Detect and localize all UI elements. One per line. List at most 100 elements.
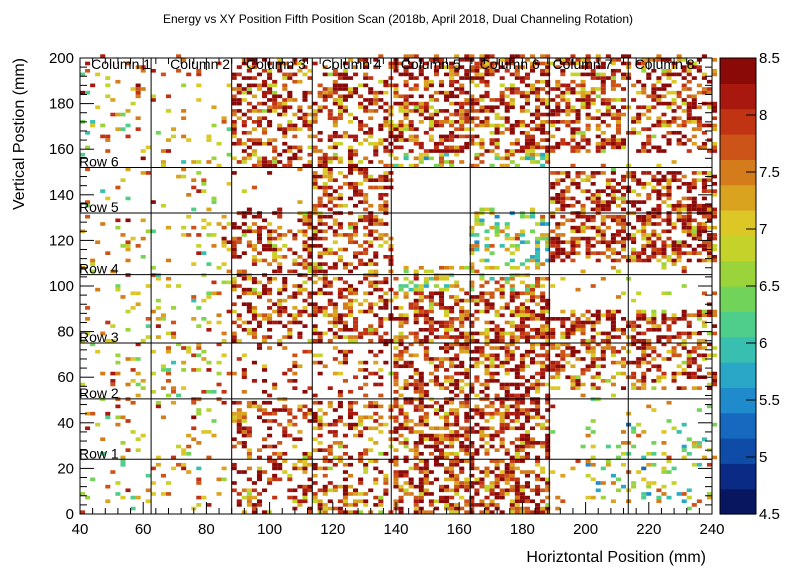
heatmap-cell bbox=[216, 382, 222, 387]
heatmap-cell bbox=[221, 236, 227, 241]
heatmap-cell bbox=[701, 222, 707, 226]
heatmap-cell bbox=[267, 298, 273, 303]
heatmap-cell bbox=[550, 364, 556, 369]
heatmap-cell bbox=[171, 360, 177, 365]
heatmap-cell bbox=[277, 123, 283, 128]
heatmap-cell bbox=[413, 368, 419, 372]
heatmap-cell bbox=[368, 185, 374, 190]
heatmap-cell bbox=[646, 218, 652, 223]
heatmap-cell bbox=[681, 244, 687, 248]
heatmap-cell bbox=[438, 408, 445, 412]
heatmap-cell bbox=[241, 141, 247, 146]
heatmap-cell bbox=[469, 313, 475, 318]
heatmap-cell bbox=[368, 101, 374, 106]
heatmap-cell bbox=[231, 338, 237, 343]
heatmap-cell bbox=[484, 149, 490, 153]
heatmap-cell bbox=[307, 254, 313, 259]
heatmap-cell bbox=[600, 379, 606, 383]
heatmap-cell bbox=[524, 379, 530, 383]
heatmap-cell bbox=[317, 156, 323, 161]
heatmap-cell bbox=[706, 342, 712, 347]
heatmap-cell bbox=[706, 105, 712, 110]
heatmap-cell bbox=[449, 76, 455, 80]
heatmap-cell bbox=[262, 291, 268, 296]
heatmap-cell bbox=[272, 109, 278, 113]
heatmap-cell bbox=[691, 196, 697, 201]
heatmap-cell bbox=[666, 182, 672, 186]
heatmap-cell bbox=[246, 287, 252, 292]
heatmap-cell bbox=[312, 327, 318, 332]
heatmap-cell bbox=[620, 174, 627, 179]
heatmap-cell bbox=[373, 360, 379, 365]
heatmap-cell bbox=[504, 411, 510, 416]
heatmap-cell bbox=[631, 174, 637, 179]
heatmap-cell bbox=[125, 419, 131, 423]
heatmap-cell bbox=[433, 90, 439, 95]
heatmap-cell bbox=[307, 90, 313, 95]
heatmap-cell bbox=[251, 503, 257, 507]
heatmap-cell bbox=[641, 375, 647, 380]
heatmap-cell bbox=[489, 65, 495, 69]
heatmap-cell bbox=[590, 353, 596, 358]
heatmap-cell bbox=[514, 335, 520, 339]
heatmap-cell bbox=[459, 495, 465, 500]
heatmap-cell bbox=[85, 411, 91, 416]
heatmap-cell bbox=[464, 331, 470, 336]
heatmap-cell bbox=[489, 276, 495, 281]
heatmap-cell bbox=[418, 152, 424, 157]
heatmap-cell bbox=[378, 244, 384, 248]
heatmap-cell bbox=[262, 400, 268, 405]
heatmap-cell bbox=[353, 492, 359, 496]
heatmap-cell bbox=[312, 353, 318, 358]
heatmap-cell bbox=[418, 470, 424, 474]
heatmap-cell bbox=[413, 444, 419, 449]
heatmap-cell bbox=[696, 441, 702, 445]
heatmap-cell bbox=[585, 58, 591, 62]
heatmap-cell bbox=[373, 90, 379, 95]
heatmap-cell bbox=[454, 101, 460, 106]
heatmap-cell bbox=[600, 138, 606, 142]
heatmap-cell bbox=[575, 120, 581, 124]
heatmap-cell bbox=[438, 404, 445, 409]
heatmap-cell bbox=[191, 262, 197, 266]
heatmap-cell bbox=[80, 72, 86, 77]
heatmap-cell bbox=[560, 61, 566, 66]
heatmap-cell bbox=[267, 123, 273, 128]
heatmap-cell bbox=[519, 229, 525, 234]
heatmap-cell bbox=[277, 254, 283, 259]
heatmap-cell bbox=[337, 404, 343, 409]
heatmap-cell bbox=[529, 68, 536, 73]
heatmap-cell bbox=[489, 61, 495, 66]
heatmap-cell bbox=[641, 218, 647, 223]
heatmap-cell bbox=[681, 338, 687, 343]
heatmap-cell bbox=[701, 76, 707, 80]
heatmap-cell bbox=[327, 404, 333, 409]
heatmap-cell bbox=[251, 488, 257, 493]
heatmap-cell bbox=[272, 101, 278, 106]
heatmap-cell bbox=[499, 411, 505, 416]
heatmap-cell bbox=[529, 349, 536, 354]
heatmap-cell bbox=[701, 313, 707, 318]
heatmap-cell bbox=[403, 72, 409, 77]
heatmap-cell bbox=[433, 426, 439, 431]
heatmap-cell bbox=[449, 309, 455, 314]
heatmap-cell bbox=[413, 138, 419, 142]
heatmap-cell bbox=[620, 225, 627, 230]
heatmap-cell bbox=[418, 492, 424, 496]
heatmap-cell bbox=[646, 214, 652, 219]
heatmap-cell bbox=[337, 171, 343, 175]
heatmap-cell bbox=[449, 382, 455, 387]
heatmap-cell bbox=[550, 145, 556, 150]
heatmap-cell bbox=[256, 116, 263, 121]
heatmap-cell bbox=[706, 207, 712, 212]
heatmap-cell bbox=[251, 510, 257, 514]
heatmap-cell bbox=[631, 320, 637, 325]
heatmap-cell bbox=[585, 433, 591, 438]
heatmap-cell bbox=[307, 386, 313, 390]
heatmap-cell bbox=[494, 123, 500, 128]
heatmap-cell bbox=[373, 94, 379, 99]
heatmap-cell bbox=[600, 171, 606, 175]
heatmap-cell bbox=[504, 109, 510, 113]
heatmap-cell bbox=[378, 382, 384, 387]
heatmap-cell bbox=[666, 400, 672, 405]
